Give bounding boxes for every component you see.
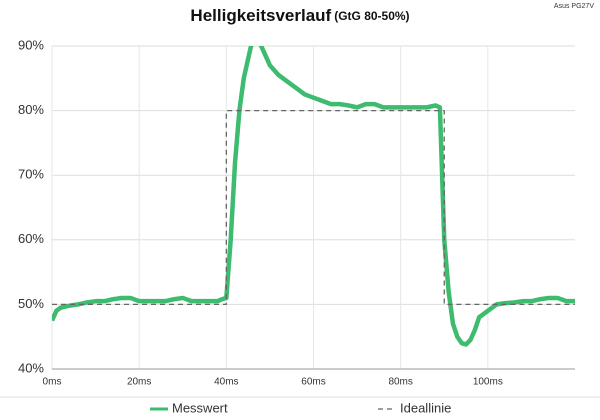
x-tick-label: 0ms [43, 377, 62, 388]
legend-label: Messwert [172, 400, 228, 415]
x-tick-label: 100ms [473, 377, 503, 388]
plot-area [52, 46, 575, 347]
y-tick-label: 70% [18, 167, 44, 182]
legend-label: Ideallinie [400, 400, 451, 415]
annotation: Asus PG27V [554, 3, 594, 10]
series-line [52, 109, 575, 306]
subtitle: (GtG 80-50%) [334, 9, 409, 23]
y-tick-label: 90% [18, 37, 44, 52]
chart-title: Helligkeitsverlauf (GtG 80-50%) [190, 6, 409, 25]
series-line [52, 46, 575, 347]
x-tick-label: 60ms [301, 377, 325, 388]
x-tick-label: 40ms [214, 377, 238, 388]
y-tick-label: 80% [18, 102, 44, 117]
title: Helligkeitsverlauf [190, 6, 331, 25]
y-tick-label: 50% [18, 296, 44, 311]
y-tick-label: 40% [18, 360, 44, 375]
y-tick-label: 60% [18, 231, 44, 246]
x-tick-label: 20ms [127, 377, 151, 388]
x-tick-label: 80ms [388, 377, 412, 388]
